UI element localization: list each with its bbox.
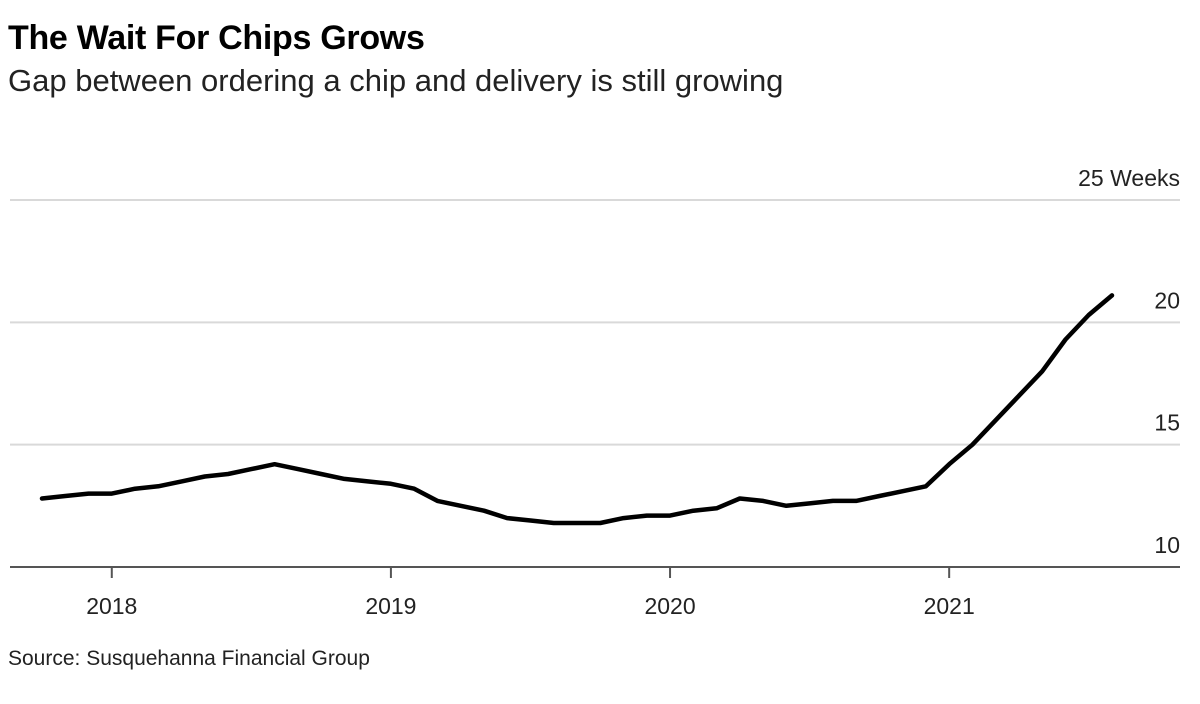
x-tick-labels: 2018 2019 2020 2021 — [86, 593, 975, 619]
y-tick-label: 10 — [1154, 532, 1180, 558]
y-tick-label: 20 — [1154, 287, 1180, 313]
y-tick-label: 25 Weeks — [1078, 165, 1180, 191]
x-tick-label: 2019 — [365, 593, 416, 619]
source-note: Source: Susquehanna Financial Group — [8, 647, 370, 670]
series-layer — [39, 293, 1115, 526]
x-tick-label: 2021 — [924, 593, 975, 619]
y-tick-labels: 10 15 20 25 Weeks — [1078, 165, 1180, 558]
chart-subtitle: Gap between ordering a chip and delivery… — [8, 63, 784, 98]
x-tick-marks — [110, 567, 951, 578]
chart-title: The Wait For Chips Grows — [8, 19, 425, 57]
x-tick-label: 2018 — [86, 593, 137, 619]
series-line — [39, 293, 1115, 526]
grid-lines — [10, 199, 1180, 446]
x-tick-label: 2020 — [644, 593, 695, 619]
y-tick-label: 15 — [1154, 410, 1180, 436]
